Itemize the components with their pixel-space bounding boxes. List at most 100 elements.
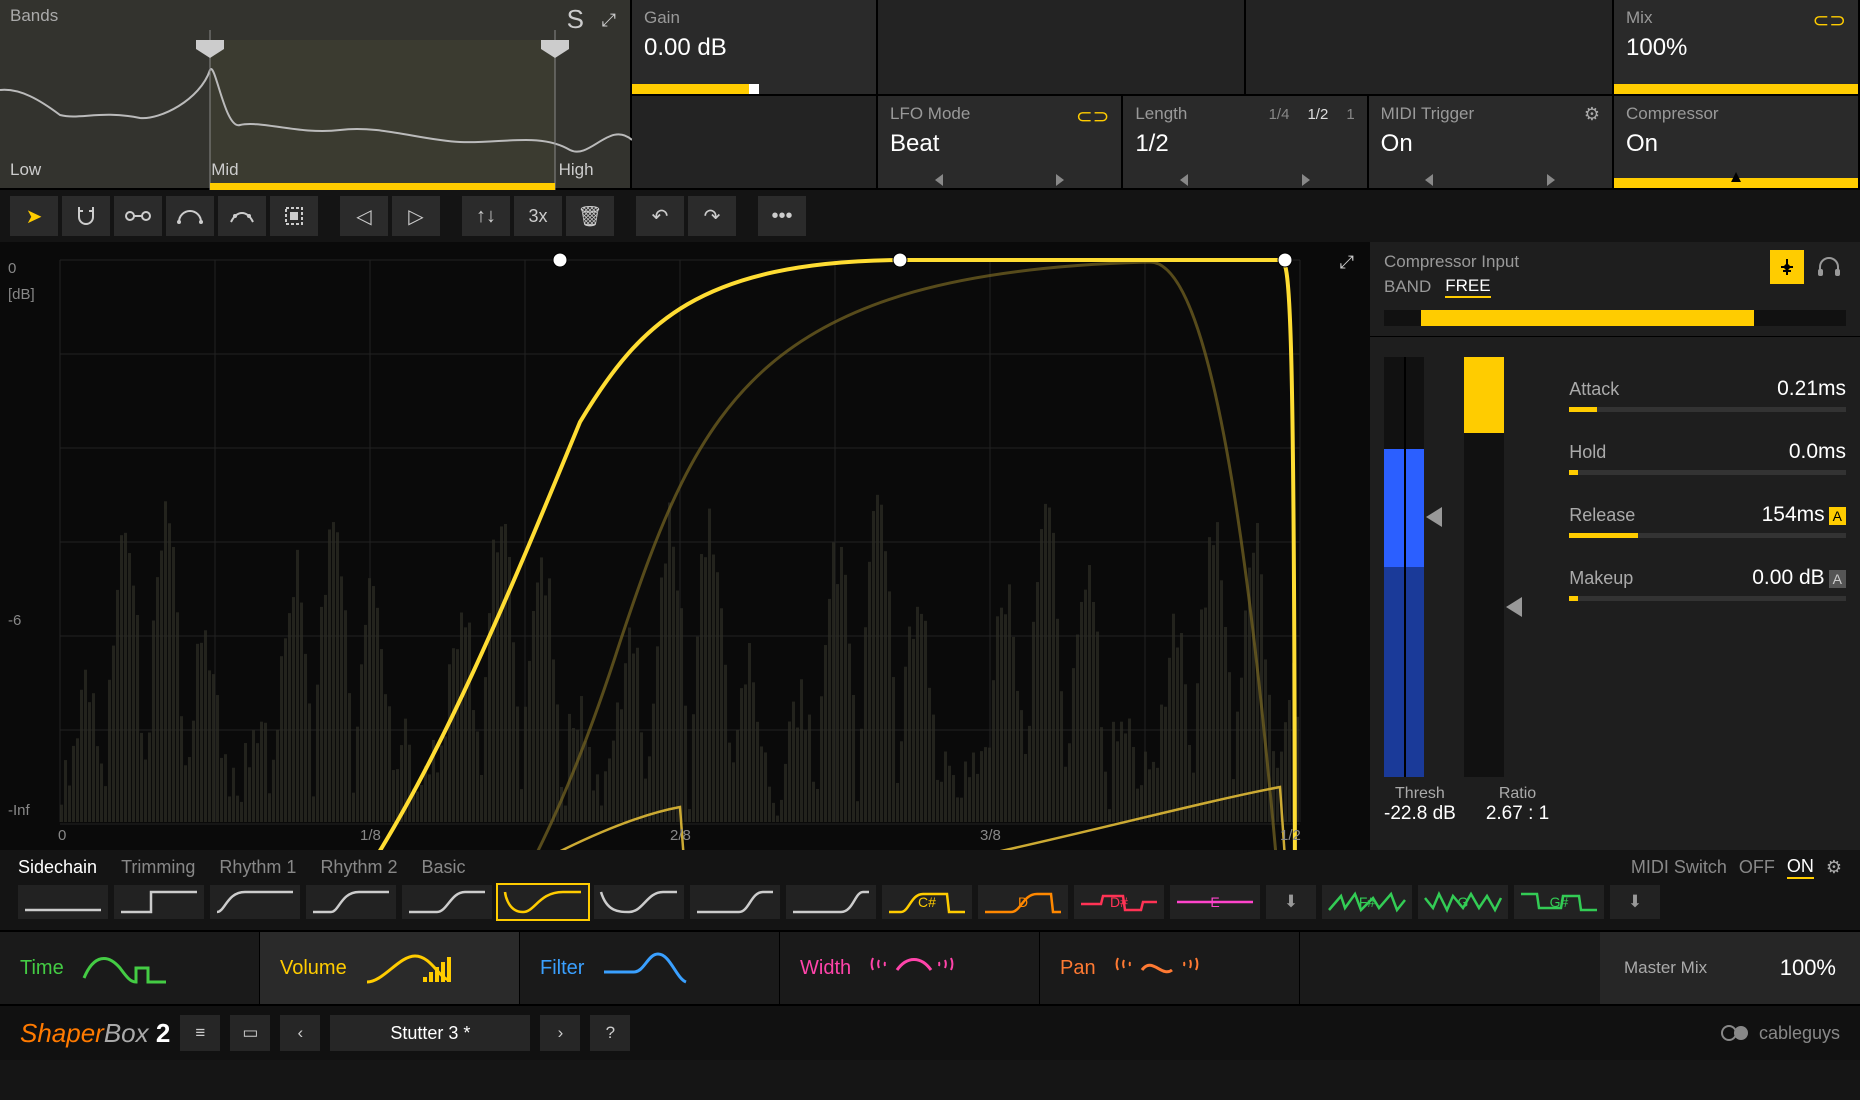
next-button[interactable]: ▷ (392, 196, 440, 236)
link-tool[interactable] (114, 196, 162, 236)
gain-title: Gain (644, 8, 864, 28)
flip-button[interactable]: ↑↓ (462, 196, 510, 236)
gain-cell[interactable]: Gain 0.00 dB (632, 0, 878, 94)
shape-note-F#[interactable]: F# (1322, 885, 1412, 919)
gear-icon[interactable]: ⚙ (1826, 857, 1842, 878)
shape-note-E[interactable]: E (1170, 885, 1260, 919)
preset-tab-basic[interactable]: Basic (421, 857, 465, 878)
prev-button[interactable]: ◁ (340, 196, 388, 236)
empty-cell-3 (632, 96, 878, 188)
select-tool[interactable] (270, 196, 318, 236)
curve-tool[interactable] (218, 196, 266, 236)
param-attack[interactable]: Attack0.21ms (1569, 377, 1846, 412)
band-high-label[interactable]: High (559, 160, 594, 180)
preset-tab-trimming[interactable]: Trimming (121, 857, 195, 878)
preset-tab-rhythm-1[interactable]: Rhythm 1 (219, 857, 296, 878)
shaper-time[interactable]: Time (0, 932, 260, 1004)
shape-preset-5[interactable] (498, 885, 588, 919)
prev-preset-button[interactable]: ‹ (280, 1015, 320, 1051)
midi-off[interactable]: OFF (1739, 857, 1775, 878)
compressor-cell[interactable]: Compressor On ▲ (1614, 96, 1860, 188)
save-shape-button[interactable]: ⬇ (1266, 885, 1316, 919)
shape-preset-1[interactable] (114, 885, 204, 919)
magnet-tool[interactable] (62, 196, 110, 236)
shapers-row: Time Volume Filter Width Pan Master Mix1… (0, 930, 1860, 1004)
gear-icon[interactable]: ⚙ (1584, 104, 1600, 125)
sidechain-icon[interactable] (1770, 250, 1804, 284)
midi-switch-label: MIDI Switch (1631, 857, 1727, 878)
preset-tab-rhythm-2[interactable]: Rhythm 2 (320, 857, 397, 878)
comp-opt-band[interactable]: BAND (1384, 277, 1431, 297)
shape-preset-7[interactable] (690, 885, 780, 919)
help-button[interactable]: ? (590, 1015, 630, 1051)
gain-value: 0.00 dB (644, 34, 864, 62)
shape-note-G[interactable]: G (1418, 885, 1508, 919)
master-mix[interactable]: Master Mix100% (1600, 932, 1860, 1004)
param-release[interactable]: Release154msA (1569, 503, 1846, 538)
length-cell[interactable]: Length 1/4 1/2 1 1/2 (1123, 96, 1368, 188)
shape-preset-8[interactable] (786, 885, 876, 919)
shaper-pan[interactable]: Pan (1040, 932, 1300, 1004)
param-hold[interactable]: Hold0.0ms (1569, 440, 1846, 475)
shape-preset-3[interactable] (306, 885, 396, 919)
midi-trigger-cell[interactable]: MIDI Trigger ⚙ On (1369, 96, 1614, 188)
shape-preset-0[interactable] (18, 885, 108, 919)
midi-trigger-value: On (1381, 130, 1600, 158)
brand-label: cableguys (1721, 1023, 1840, 1044)
shaper-volume[interactable]: Volume (260, 932, 520, 1004)
undo-button[interactable]: ↶ (636, 196, 684, 236)
shape-preset-2[interactable] (210, 885, 300, 919)
multiply-button[interactable]: 3x (514, 196, 562, 236)
more-button[interactable]: ••• (758, 196, 806, 236)
expand-icon[interactable]: ⤢ (1340, 252, 1354, 273)
mix-cell[interactable]: Mix ⊂⊃ 100% (1614, 0, 1860, 94)
lfo-cell[interactable]: LFO Mode ⊂⊃ Beat (878, 96, 1123, 188)
mix-value: 100% (1626, 34, 1846, 62)
footer: ShaperBox 2 ≡ ▭ ‹ Stutter 3 * › ? cableg… (0, 1004, 1860, 1060)
menu-button[interactable]: ≡ (180, 1015, 220, 1051)
gain-bar (632, 84, 749, 94)
link-icon[interactable]: ⊂⊃ (1812, 8, 1846, 33)
arc-tool[interactable] (166, 196, 214, 236)
shape-note-D#[interactable]: D# (1074, 885, 1164, 919)
input-meter (1384, 310, 1846, 326)
shape-preset-4[interactable] (402, 885, 492, 919)
compressor-title: Compressor (1626, 104, 1846, 124)
shape-note-C#[interactable]: C# (882, 885, 972, 919)
shaper-width[interactable]: Width (780, 932, 1040, 1004)
preset-row: Sidechain Trimming Rhythm 1 Rhythm 2 Basic M… (0, 850, 1860, 930)
folder-button[interactable]: ▭ (230, 1015, 270, 1051)
length-value: 1/2 (1135, 130, 1354, 158)
headphones-icon[interactable] (1812, 250, 1846, 284)
save-shape-button-2[interactable]: ⬇ (1610, 885, 1660, 919)
band-mid-label[interactable]: Mid (211, 160, 238, 180)
threshold-meter[interactable] (1384, 357, 1424, 777)
ratio-meter[interactable] (1464, 357, 1504, 777)
comp-opt-free[interactable]: FREE (1445, 276, 1490, 298)
y-unit: [dB] (8, 286, 35, 303)
curve-editor[interactable]: ⤢ 0 [dB] -6 -Inf 0 1/8 2/8 3/8 1/2 (0, 242, 1370, 850)
redo-button[interactable]: ↷ (688, 196, 736, 236)
empty-cell-2 (1246, 0, 1614, 94)
preset-tab-sidechain[interactable]: Sidechain (18, 857, 97, 878)
preset-name[interactable]: Stutter 3 * (330, 1015, 530, 1051)
shaper-filter[interactable]: Filter (520, 932, 780, 1004)
curve-canvas (0, 242, 1370, 850)
editor-toolbar: ➤ ◁ ▷ ↑↓ 3x 🗑 ↶ ↷ ••• (0, 190, 1860, 242)
lfo-value: Beat (890, 130, 1109, 158)
shape-note-G#[interactable]: G# (1514, 885, 1604, 919)
pointer-tool[interactable]: ➤ (10, 196, 58, 236)
band-low-label[interactable]: Low (10, 160, 41, 180)
bands-panel[interactable]: Bands S ⤢ Low Mid High (0, 0, 632, 188)
length-title: Length (1135, 104, 1187, 124)
midi-on[interactable]: ON (1787, 856, 1814, 879)
shape-preset-6[interactable] (594, 885, 684, 919)
compressor-panel: Compressor Input BAND FREE (1370, 242, 1860, 850)
y-zero: 0 (8, 260, 16, 277)
gain-marker (749, 84, 759, 94)
next-preset-button[interactable]: › (540, 1015, 580, 1051)
param-makeup[interactable]: Makeup0.00 dBA (1569, 566, 1846, 601)
link-icon[interactable]: ⊂⊃ (1076, 104, 1110, 129)
shape-note-D[interactable]: D (978, 885, 1068, 919)
trash-button[interactable]: 🗑 (566, 196, 614, 236)
